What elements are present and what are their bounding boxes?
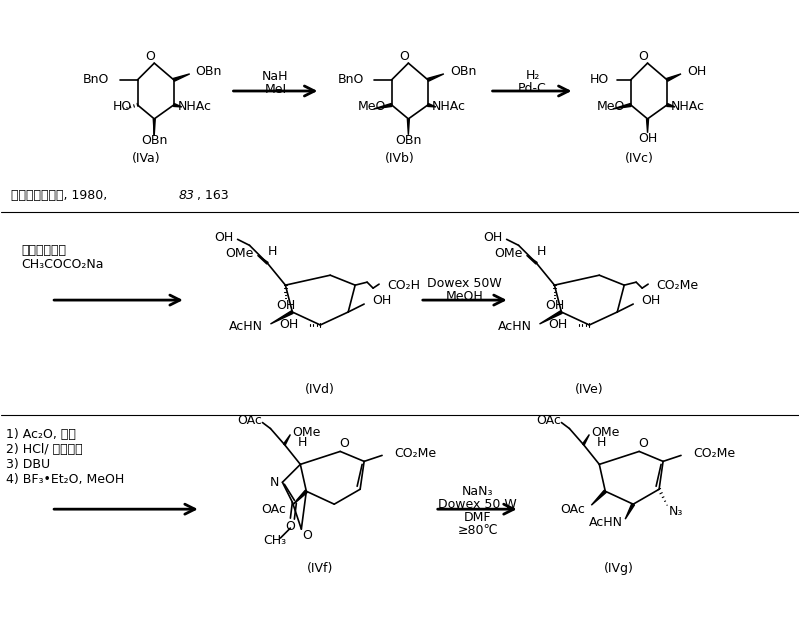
Text: Pd-C: Pd-C [518,82,547,94]
Text: (IVe): (IVe) [575,383,604,396]
Text: CO₂Me: CO₂Me [693,447,735,460]
Text: MeI: MeI [264,82,286,96]
Text: ≥80℃: ≥80℃ [458,524,498,537]
Polygon shape [174,103,182,107]
Polygon shape [258,255,268,264]
Text: OBn: OBn [141,134,167,147]
Text: 碳水化合物研究, 1980,: 碳水化合物研究, 1980, [11,189,112,202]
Polygon shape [174,74,190,81]
Text: OMe: OMe [225,247,254,260]
Polygon shape [626,503,634,519]
Text: (IVf): (IVf) [307,563,334,575]
Text: CO₂Me: CO₂Me [656,279,698,292]
Text: 1) Ac₂O, 吵啁: 1) Ac₂O, 吵啁 [6,428,76,441]
Text: 2) HCl/ 二氧六环: 2) HCl/ 二氧六环 [6,443,83,456]
Text: H: H [268,245,277,258]
Text: (IVc): (IVc) [625,152,654,165]
Text: H: H [597,436,606,449]
Text: DMF: DMF [464,510,491,524]
Text: H: H [537,245,546,258]
Polygon shape [591,490,606,505]
Text: OMe: OMe [591,426,620,439]
Text: NaN₃: NaN₃ [462,485,494,498]
Text: (IVb): (IVb) [385,152,415,165]
Text: CO₂H: CO₂H [387,279,420,292]
Polygon shape [666,103,675,107]
Text: OH: OH [276,299,295,311]
Text: 83: 83 [178,189,194,202]
Text: O: O [302,528,312,542]
Text: NHAc: NHAc [671,100,705,114]
Polygon shape [666,74,681,81]
Text: O: O [146,50,155,63]
Text: HO: HO [112,100,131,114]
Text: OH: OH [214,231,234,244]
Text: H: H [298,436,307,449]
Text: CH₃COCO₂Na: CH₃COCO₂Na [22,258,104,271]
Polygon shape [374,103,392,109]
Text: MeO: MeO [597,100,625,114]
Text: HO: HO [590,73,609,86]
Text: OH: OH [279,318,298,332]
Text: 3) DBU: 3) DBU [6,458,50,471]
Polygon shape [427,74,444,81]
Polygon shape [270,311,293,324]
Text: O: O [638,437,648,450]
Text: OAc: OAc [238,414,262,427]
Polygon shape [646,119,649,133]
Text: OH: OH [687,65,706,78]
Text: NHAc: NHAc [178,100,212,114]
Text: OBn: OBn [395,134,422,147]
Text: CH₃: CH₃ [263,533,286,547]
Polygon shape [582,434,590,445]
Text: OAc: OAc [561,503,586,516]
Text: Dowex 50 W: Dowex 50 W [438,498,517,510]
Text: BnO: BnO [83,73,110,86]
Text: OH: OH [483,231,502,244]
Text: 4) BF₃•Et₂O, MeOH: 4) BF₃•Et₂O, MeOH [6,473,125,486]
Text: (IVa): (IVa) [131,152,160,165]
Text: , 163: , 163 [197,189,228,202]
Text: OAc: OAc [537,414,562,427]
Text: O: O [638,50,649,63]
Polygon shape [427,103,436,107]
Text: OMe: OMe [494,247,522,260]
Text: NHAc: NHAc [432,100,466,114]
Text: Dowex 50W: Dowex 50W [427,277,502,290]
Text: MeO: MeO [358,100,386,114]
Polygon shape [613,103,631,109]
Text: OH: OH [372,293,391,307]
Text: O: O [399,50,410,63]
Polygon shape [154,119,155,135]
Text: AcHN: AcHN [229,320,262,334]
Text: NaH: NaH [262,70,289,82]
Text: O: O [286,519,295,533]
Text: BnO: BnO [338,73,364,86]
Polygon shape [407,119,410,135]
Text: OBn: OBn [450,65,476,78]
Text: N: N [270,476,279,489]
Text: (IVd): (IVd) [306,383,335,396]
Polygon shape [283,434,290,445]
Text: OMe: OMe [292,426,321,439]
Text: N₃: N₃ [669,505,683,517]
Text: OBn: OBn [196,65,222,78]
Text: AcHN: AcHN [590,516,623,529]
Text: OH: OH [548,318,567,332]
Polygon shape [539,311,562,324]
Text: CO₂Me: CO₂Me [394,447,436,460]
Text: O: O [339,437,349,450]
Text: AcHN: AcHN [498,320,531,334]
Text: OH: OH [545,299,564,311]
Text: OAc: OAc [262,503,286,516]
Text: MeOH: MeOH [446,290,484,302]
Text: H₂: H₂ [526,68,540,82]
Polygon shape [292,490,307,505]
Text: (IVg): (IVg) [604,563,634,575]
Text: 唤液酸遣缩酥: 唤液酸遣缩酥 [22,244,66,257]
Text: OH: OH [638,132,657,145]
Polygon shape [526,255,537,264]
Text: OH: OH [641,293,661,307]
